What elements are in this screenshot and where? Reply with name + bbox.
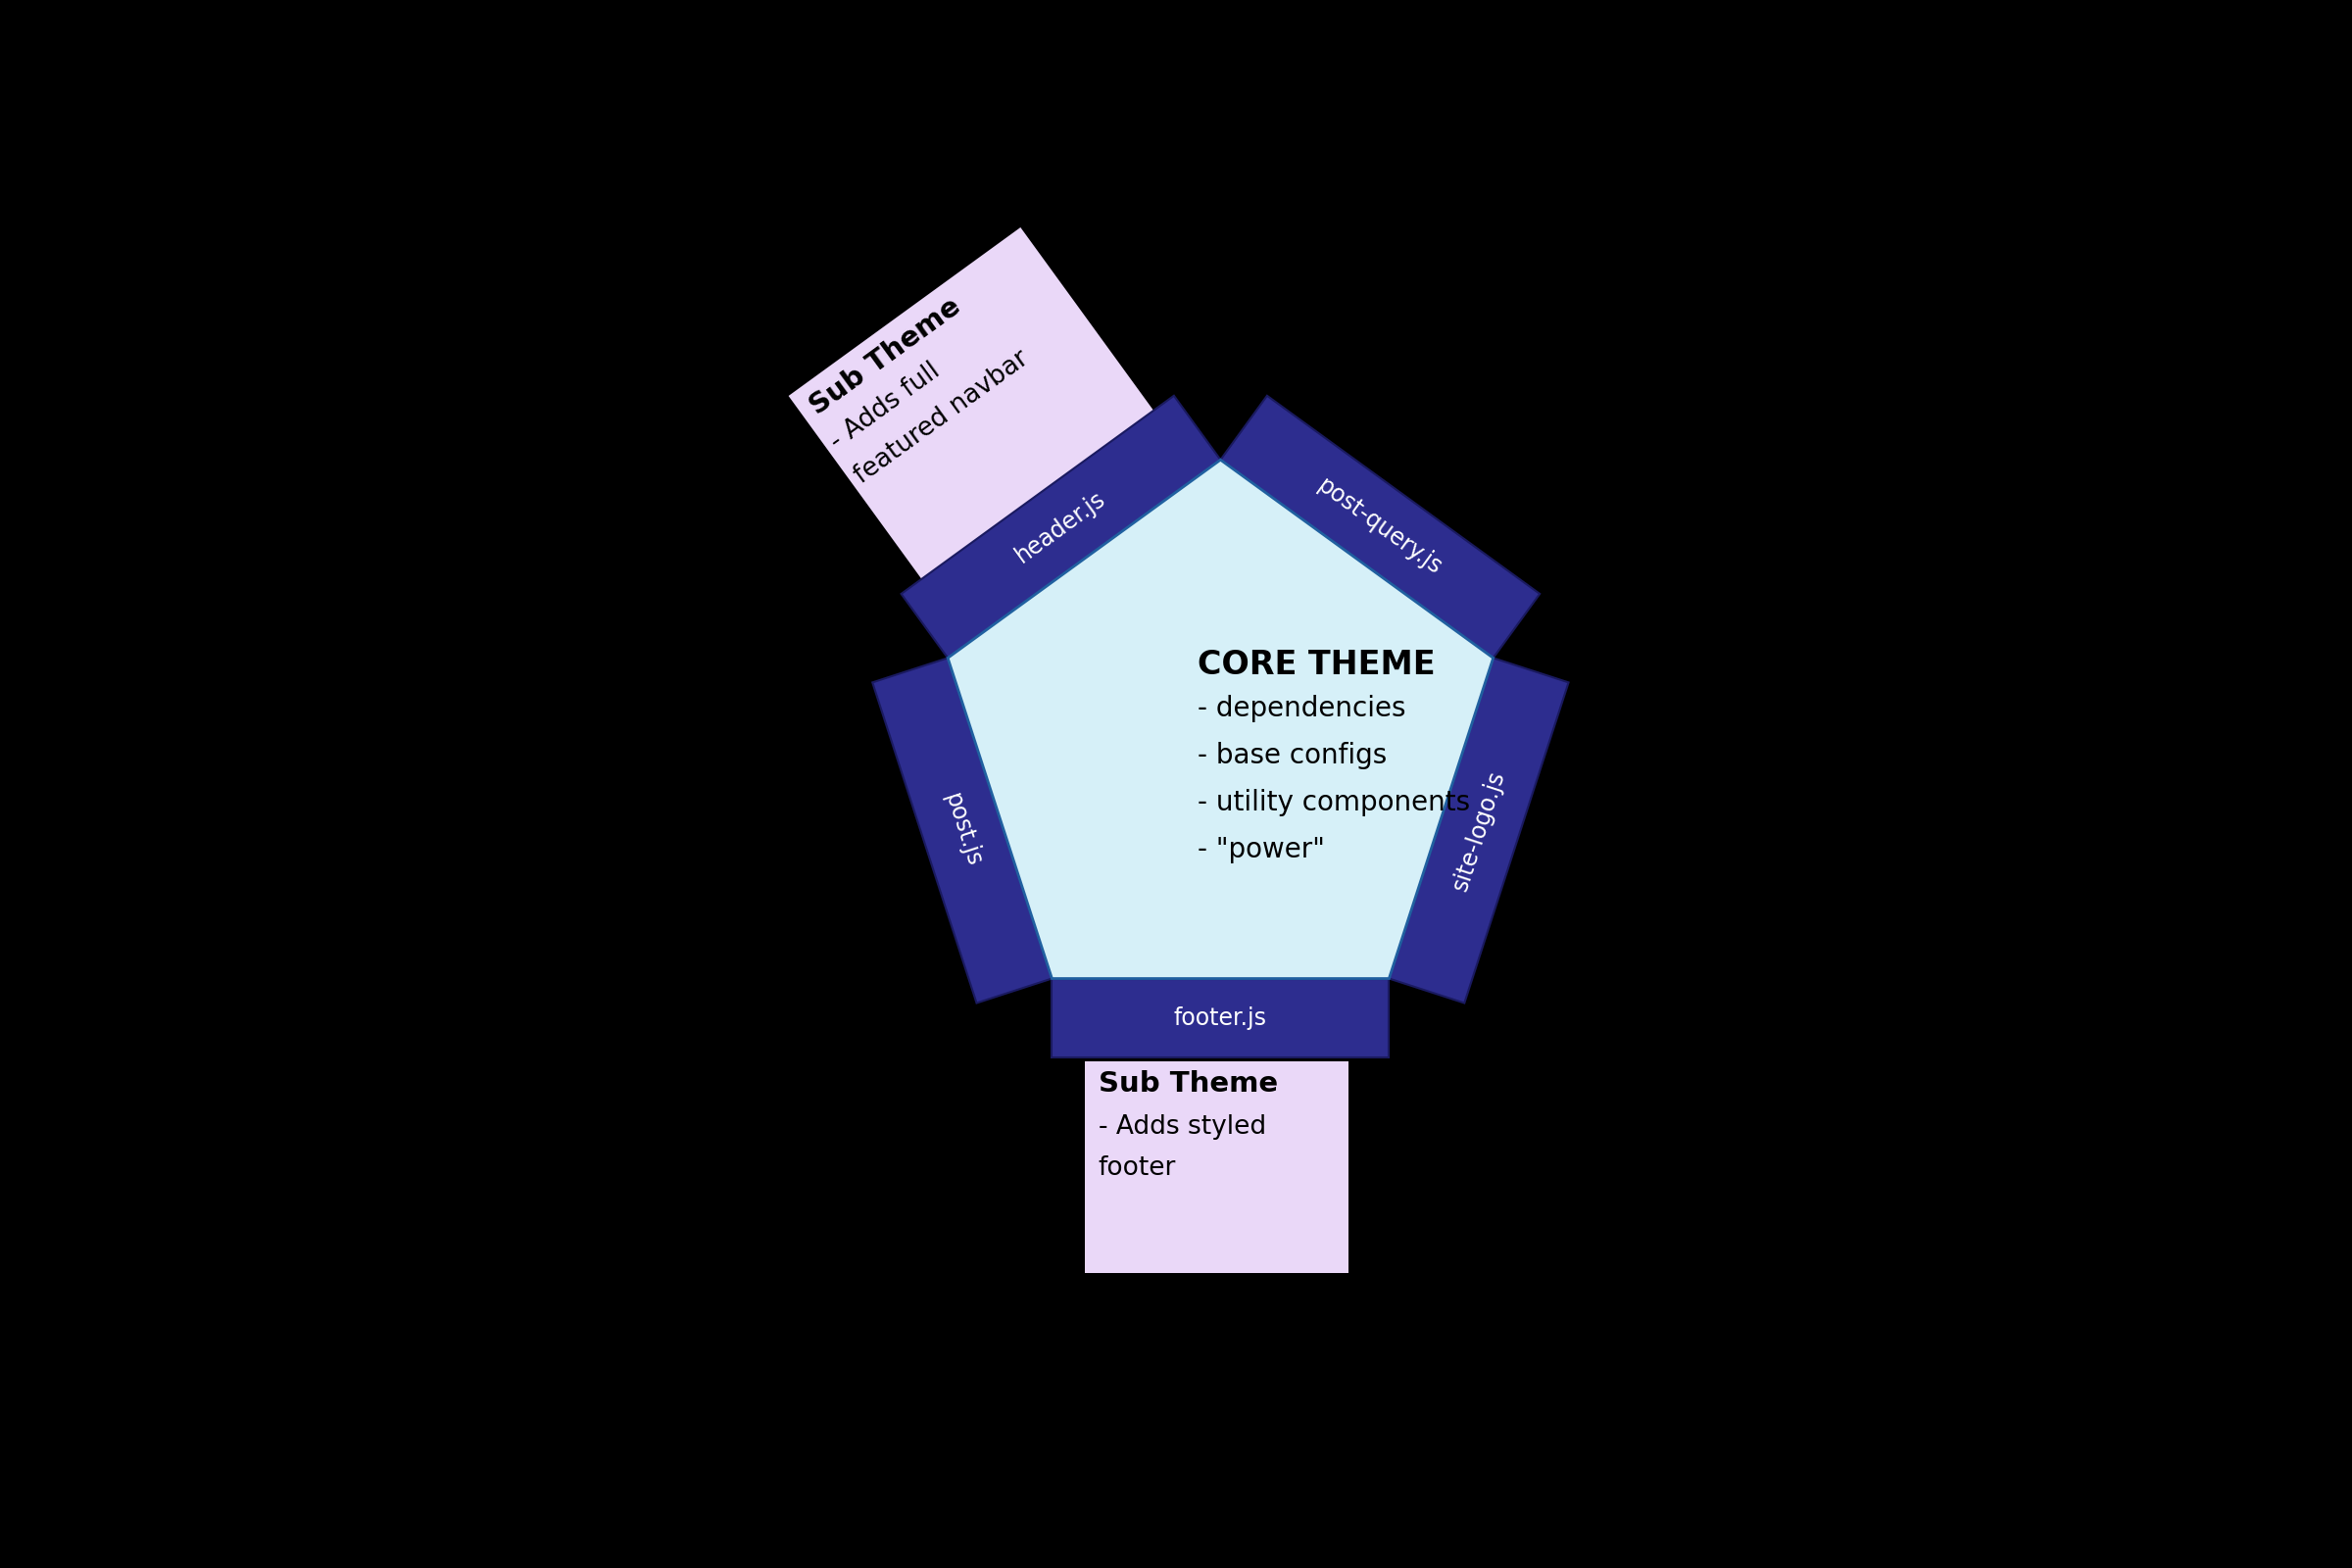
Polygon shape [948, 459, 1494, 978]
Text: featured navbar: featured navbar [849, 345, 1035, 488]
Text: footer.js: footer.js [1174, 1007, 1268, 1030]
Text: Sub Theme: Sub Theme [804, 293, 967, 420]
FancyBboxPatch shape [1084, 1062, 1348, 1273]
Polygon shape [1051, 978, 1390, 1058]
Text: post.js: post.js [938, 790, 985, 870]
Polygon shape [901, 395, 1221, 659]
Text: - dependencies: - dependencies [1197, 695, 1406, 723]
Text: - base configs: - base configs [1197, 742, 1388, 770]
Text: footer: footer [1098, 1156, 1176, 1181]
Polygon shape [1221, 395, 1541, 659]
Text: post-query.js: post-query.js [1312, 474, 1446, 580]
Text: - "power": - "power" [1197, 836, 1324, 862]
Text: Sub Theme: Sub Theme [1098, 1071, 1277, 1098]
Polygon shape [1390, 659, 1569, 1004]
Text: site-logo.js: site-logo.js [1449, 767, 1510, 894]
Text: - utility components: - utility components [1197, 789, 1470, 817]
Text: - Adds full: - Adds full [826, 358, 946, 455]
Text: - Adds styled: - Adds styled [1098, 1115, 1265, 1140]
Text: header.js: header.js [1011, 486, 1110, 568]
Polygon shape [873, 659, 1051, 1004]
Text: CORE THEME: CORE THEME [1197, 649, 1435, 681]
FancyBboxPatch shape [788, 227, 1152, 579]
